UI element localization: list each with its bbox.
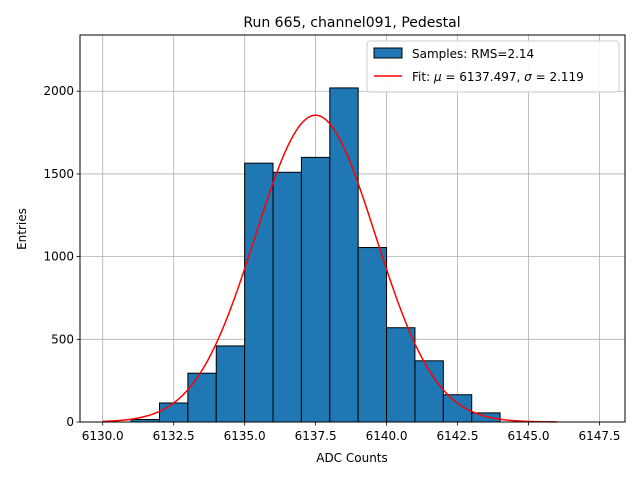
x-axis-ticks: 6130.0 6132.5 6135.0 6137.5 6140.0 6142.5 6145… (82, 422, 620, 443)
histogram-bar (187, 372, 217, 423)
x-axis-label: ADC Counts (316, 451, 388, 465)
x-tick-label: 6140.0 (366, 429, 408, 443)
legend-fit-sigma-symbol: σ (524, 70, 532, 84)
histogram-bar (442, 394, 473, 423)
y-tick-label: 1500 (43, 167, 74, 181)
legend: Samples: RMS=2.14 Fit: μ = 6137.497, σ =… (366, 40, 620, 93)
y-tick-label: 500 (51, 332, 74, 346)
y-tick-label: 0 (66, 415, 74, 429)
histogram-bar (215, 345, 246, 423)
histogram-bar (386, 327, 416, 423)
legend-fit-sigma-value: = 2.119 (532, 70, 584, 84)
histogram-bar (158, 402, 189, 423)
legend-fit-label: Fit: μ = 6137.497, σ = 2.119 (412, 70, 584, 84)
x-tick-label: 6137.5 (295, 429, 337, 443)
y-tick-label: 2000 (43, 84, 74, 98)
gaussian-fit-curve (102, 114, 557, 423)
x-tick-label: 6130.0 (82, 429, 124, 443)
y-axis-ticks: 0 500 1000 1500 2000 (43, 84, 80, 429)
legend-fit-mu-value: = 6137.497, (442, 70, 525, 84)
x-tick-label: 6132.5 (153, 429, 195, 443)
y-axis-label: Entries (15, 208, 29, 250)
histogram-bar (272, 171, 302, 423)
y-tick-label: 1000 (43, 250, 74, 264)
x-tick-label: 6135.0 (224, 429, 266, 443)
legend-fit-mu-symbol: μ (433, 70, 442, 84)
histogram-bar (357, 247, 388, 423)
legend-fit-prefix: Fit: (412, 70, 434, 84)
plot-frame (79, 34, 626, 423)
legend-histogram-swatch (373, 47, 403, 59)
histogram-bar (471, 412, 501, 423)
histogram-bar (244, 162, 274, 423)
x-tick-label: 6145.0 (507, 429, 549, 443)
histogram-bar (329, 87, 359, 423)
chart-title: Run 665, channel091, Pedestal (243, 15, 460, 31)
x-tick-label: 6142.5 (437, 429, 479, 443)
x-tick-label: 6147.5 (578, 429, 620, 443)
histogram-bar (300, 156, 331, 423)
legend-box (366, 40, 620, 93)
legend-histogram-label: Samples: RMS=2.14 (412, 47, 534, 61)
